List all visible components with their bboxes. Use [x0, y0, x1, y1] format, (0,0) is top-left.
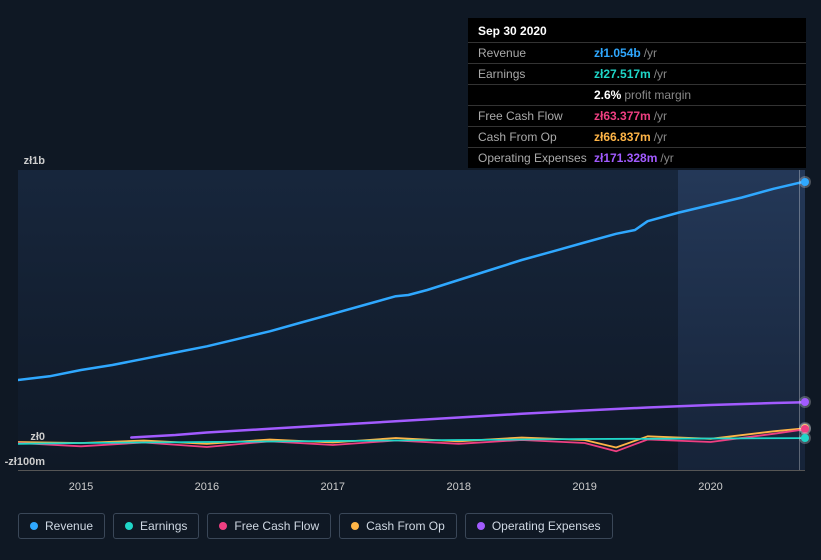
tooltip-label: Earnings — [478, 67, 594, 81]
tooltip-suffix: /yr — [644, 46, 657, 60]
tooltip-label: Revenue — [478, 46, 594, 60]
tooltip-value: zł1.054b — [594, 46, 641, 60]
x-tick-label: 2015 — [69, 481, 93, 493]
x-tick-label: 2018 — [446, 481, 470, 493]
series-opex — [131, 402, 805, 437]
chart-x-axis — [18, 470, 805, 471]
x-tick-label: 2019 — [572, 481, 596, 493]
tooltip-suffix: /yr — [660, 151, 673, 165]
x-tick-label: 2020 — [698, 481, 722, 493]
legend-dot-icon — [125, 522, 133, 530]
tooltip-row-fcf: Free Cash Flow zł63.377m /yr — [468, 106, 806, 127]
tooltip-row-revenue: Revenue zł1.054b /yr — [468, 43, 806, 64]
legend-dot-icon — [477, 522, 485, 530]
series-end-dot-opex — [801, 398, 809, 406]
legend-label: Cash From Op — [366, 519, 445, 533]
legend-dot-icon — [219, 522, 227, 530]
legend-item-fcf[interactable]: Free Cash Flow — [207, 513, 331, 539]
tooltip-row-margin: 2.6% profit margin — [468, 85, 806, 106]
legend-label: Operating Expenses — [492, 519, 601, 533]
y-tick-label: zł1b — [0, 155, 45, 167]
legend-item-cfo[interactable]: Cash From Op — [339, 513, 457, 539]
tooltip-label: Operating Expenses — [478, 151, 594, 165]
tooltip-row-earnings: Earnings zł27.517m /yr — [468, 64, 806, 85]
legend-item-earnings[interactable]: Earnings — [113, 513, 199, 539]
series-revenue — [18, 182, 805, 381]
series-end-dot-earnings — [801, 434, 809, 442]
tooltip-value: zł63.377m — [594, 109, 651, 123]
series-end-dot-revenue — [801, 178, 809, 186]
tooltip-label: Free Cash Flow — [478, 109, 594, 123]
tooltip-value: zł66.837m — [594, 130, 651, 144]
chart-legend: Revenue Earnings Free Cash Flow Cash Fro… — [18, 513, 613, 539]
tooltip-label: Cash From Op — [478, 130, 594, 144]
tooltip-date: Sep 30 2020 — [468, 18, 806, 43]
tooltip-suffix: /yr — [654, 109, 667, 123]
legend-dot-icon — [30, 522, 38, 530]
tooltip-margin-value: 2.6% — [594, 88, 621, 102]
tooltip-margin-label: profit margin — [624, 88, 691, 102]
legend-item-opex[interactable]: Operating Expenses — [465, 513, 613, 539]
tooltip-row-cfo: Cash From Op zł66.837m /yr — [468, 127, 806, 148]
tooltip-value: zł27.517m — [594, 67, 651, 81]
series-end-dot-fcf — [801, 425, 809, 433]
legend-label: Free Cash Flow — [234, 519, 319, 533]
legend-label: Revenue — [45, 519, 93, 533]
x-tick-label: 2016 — [195, 481, 219, 493]
financials-line-chart[interactable] — [18, 170, 805, 470]
x-tick-label: 2017 — [321, 481, 345, 493]
legend-item-revenue[interactable]: Revenue — [18, 513, 105, 539]
tooltip-suffix: /yr — [654, 130, 667, 144]
tooltip-suffix: /yr — [654, 67, 667, 81]
legend-dot-icon — [351, 522, 359, 530]
tooltip-row-opex: Operating Expenses zł171.328m /yr — [468, 148, 806, 168]
chart-tooltip: Sep 30 2020 Revenue zł1.054b /yr Earning… — [468, 18, 806, 168]
legend-label: Earnings — [140, 519, 187, 533]
tooltip-value: zł171.328m — [594, 151, 657, 165]
